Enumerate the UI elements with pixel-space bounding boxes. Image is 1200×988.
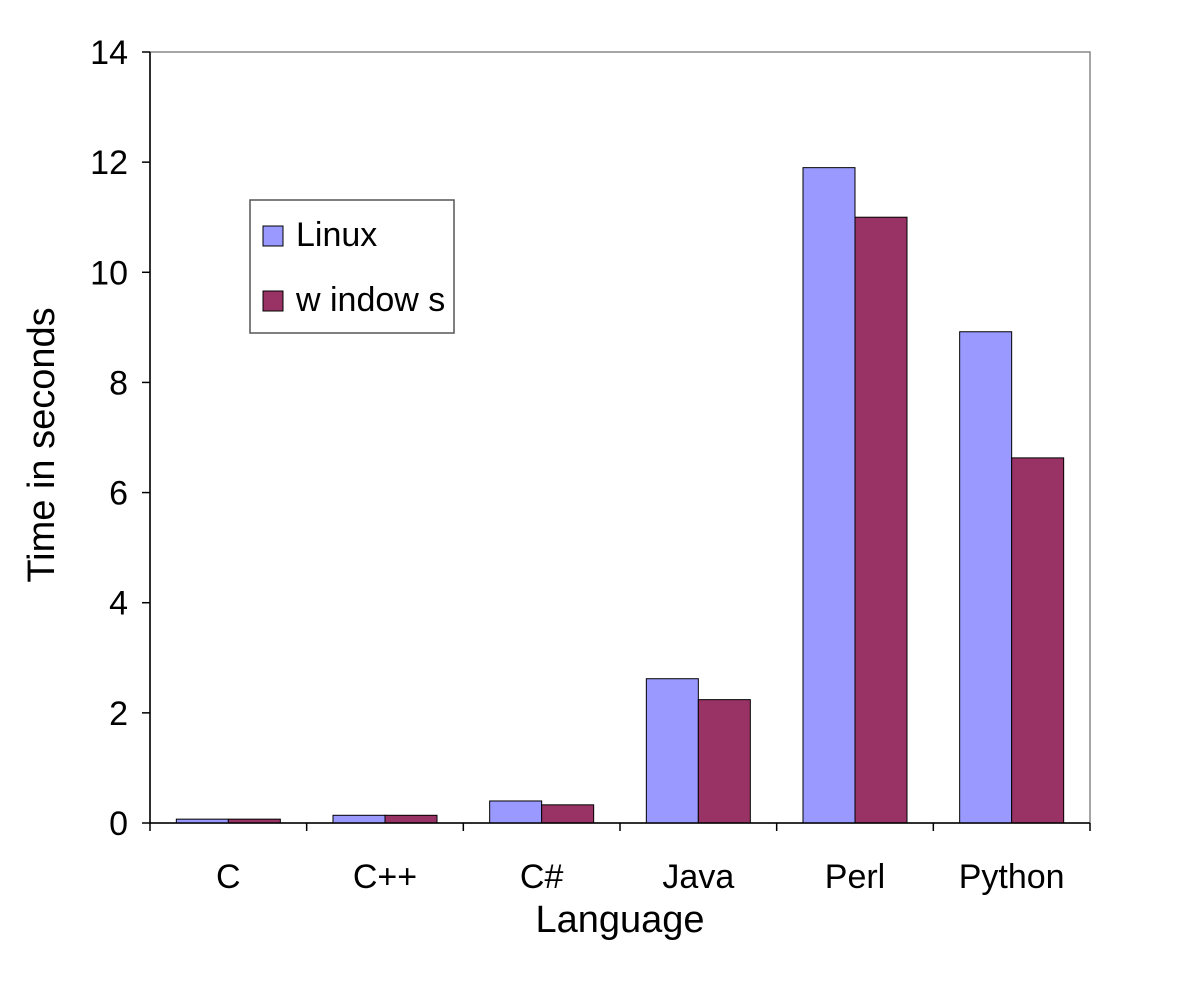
bar-linux-1 — [332, 814, 386, 824]
bar-linux-5 — [959, 331, 1013, 824]
x-axis-title: Language — [535, 899, 704, 941]
legend-label-linux: Linux — [296, 216, 377, 254]
bar-linux-2 — [489, 800, 543, 824]
bar-windows-3 — [697, 699, 751, 824]
y-tick-label-7: 14 — [90, 34, 128, 72]
y-tick-label-3: 6 — [109, 475, 128, 513]
x-tick-label-0: C — [216, 858, 241, 896]
bar-linux-4 — [802, 167, 856, 824]
y-tick-label-2: 4 — [109, 585, 128, 623]
bar-windows-5 — [1011, 457, 1065, 824]
y-axis-title: Time in seconds — [21, 307, 63, 582]
legend-label-windows: w indow s — [295, 281, 445, 319]
y-tick-label-5: 10 — [90, 254, 128, 292]
x-tick-labels: C C++ C# Java Perl Python — [216, 858, 1065, 896]
bars-group — [175, 167, 1065, 824]
plot-area — [149, 51, 1091, 824]
y-tick-label-4: 8 — [109, 364, 128, 402]
bar-windows-1 — [384, 814, 438, 824]
y-tick-label-6: 12 — [90, 144, 128, 182]
bar-windows-2 — [541, 804, 595, 824]
x-tick-label-4: Perl — [825, 858, 885, 896]
y-tick-label-1: 2 — [109, 695, 128, 733]
legend-swatch-linux — [262, 225, 284, 247]
y-tick-labels: 0 2 4 6 8 10 12 14 — [90, 34, 128, 843]
legend-swatch-windows — [262, 290, 284, 312]
bar-linux-3 — [645, 678, 699, 824]
x-tick-label-5: Python — [959, 858, 1065, 896]
axes-group — [142, 51, 1091, 831]
x-tick-label-2: C# — [520, 858, 564, 896]
y-tick-label-0: 0 — [109, 805, 128, 843]
legend: Linux w indow s — [249, 199, 455, 334]
bar-windows-4 — [854, 216, 908, 824]
legend-box — [249, 199, 455, 334]
x-tick-label-3: Java — [662, 858, 734, 896]
x-tick-label-1: C++ — [353, 858, 417, 896]
